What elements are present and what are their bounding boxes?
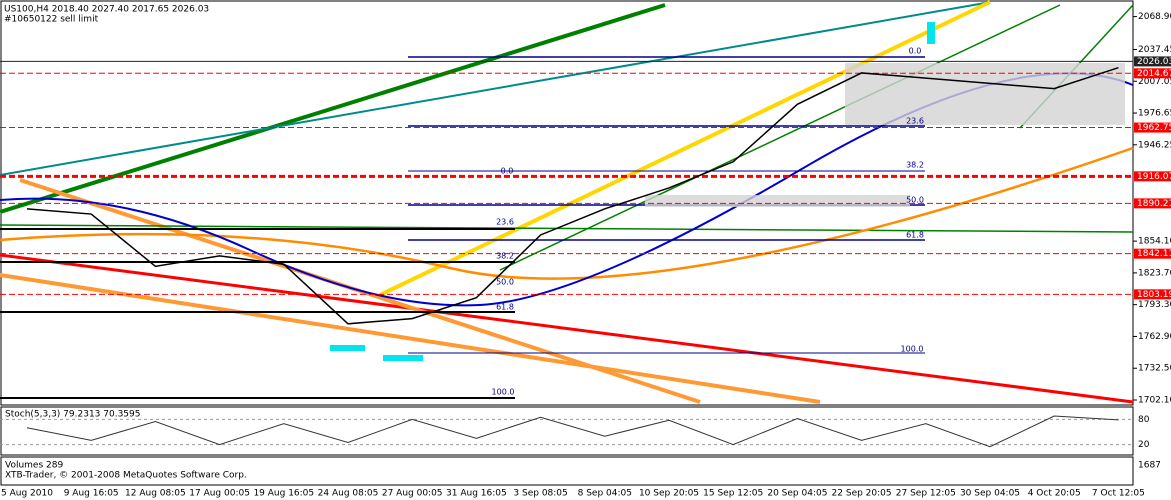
fib-label: 100.0 [901,345,924,354]
x-tick-label: 19 Aug 16:05 [253,489,314,499]
level-label: 1803.19 [1137,290,1171,300]
x-tick-label: 17 Aug 00:05 [189,489,250,499]
stoch-panel [0,406,1134,456]
copyright: XTB-Trader, © 2001-2008 MetaQuotes Softw… [5,471,247,481]
trend-lines [0,0,1134,404]
y-tick-label: 2007.05 [1138,77,1171,87]
fib-label: 23.6 [906,117,924,126]
fib-label: 0.0 [909,47,922,56]
stoch-title: Stoch(5,3,3) 79.2313 70.3595 [5,410,140,420]
x-tick-label: 20 Sep 04:05 [767,489,827,499]
x-tick-label: 30 Sep 04:05 [960,489,1020,499]
level-tag [1134,68,1171,79]
level-tag [1134,198,1171,209]
fib-label: 50.0 [496,278,514,287]
y-tick-label: 2068.90 [1138,12,1171,22]
x-tick-label: 27 Aug 00:05 [382,489,443,499]
level-label: 1890.21 [1137,199,1171,209]
level-label: 2026.03 [1137,57,1171,67]
y-tick-label: 1823.70 [1138,268,1171,278]
y-tick-label: 1976.65 [1138,109,1171,119]
x-tick-label: 27 Sep 12:05 [896,489,956,499]
fib-label: 38.2 [906,161,924,170]
level-label: 1916.07 [1137,172,1171,182]
y-tick-label: 2037.45 [1138,45,1171,55]
fib-label: 38.2 [496,252,514,261]
level-label: 1962.75 [1137,123,1171,133]
fib-label: 61.8 [906,231,924,240]
y-tick-label: 1732.50 [1138,364,1171,374]
x-tick-label: 9 Aug 16:05 [64,489,119,499]
fib-label: 0.0 [501,167,514,176]
x-tick-label: 15 Sep 12:05 [703,489,763,499]
stoch-tick-label: 20 [1138,440,1150,450]
stoch-line [26,415,1119,448]
x-tick-label: 7 Oct 12:05 [1092,489,1145,499]
level-tag [1134,248,1171,259]
volume-title: Volumes 289 [5,461,63,471]
x-tick-label: 5 Aug 2010 [1,489,53,499]
x-tick-label: 31 Aug 16:05 [446,489,507,499]
header: US100,H4 2018.40 2027.40 2017.65 2026.03 [4,5,209,15]
fib-label: 50.0 [906,196,924,205]
stoch-tick-label: 80 [1138,415,1150,425]
x-tick-label: 10 Sep 20:05 [639,489,699,499]
level-tag [1134,171,1171,182]
fib-label: 23.6 [496,218,514,227]
x-tick-label: 22 Sep 20:05 [832,489,892,499]
x-tick-label: 24 Aug 08:05 [318,489,379,499]
fib-label: 61.8 [496,303,514,312]
level-tag [1134,56,1171,67]
level-label: 2014.67 [1137,69,1171,79]
level-label: 1842.11 [1137,249,1171,259]
level-tag [1134,122,1171,133]
volume-panel [0,456,1134,486]
y-tick-label: 1702.10 [1138,396,1171,406]
x-tick-label: 3 Sep 08:05 [513,489,567,499]
volume-tick-label: 1687 [1138,461,1161,471]
x-tick-label: 4 Oct 20:05 [1028,489,1081,499]
price-line [26,67,1119,325]
y-tick-label: 1762.90 [1138,332,1171,342]
x-tick-label: 12 Aug 08:05 [125,489,186,499]
x-tick-label: 8 Sep 04:05 [578,489,632,499]
y-tick-label: 1946.25 [1138,140,1171,150]
level-tag [1134,289,1171,300]
y-tick-label: 1854.10 [1138,237,1171,247]
order-note: #10650122 sell limit [4,15,99,25]
y-tick-label: 1793.30 [1138,300,1171,310]
fib-label: 100.0 [492,388,515,397]
